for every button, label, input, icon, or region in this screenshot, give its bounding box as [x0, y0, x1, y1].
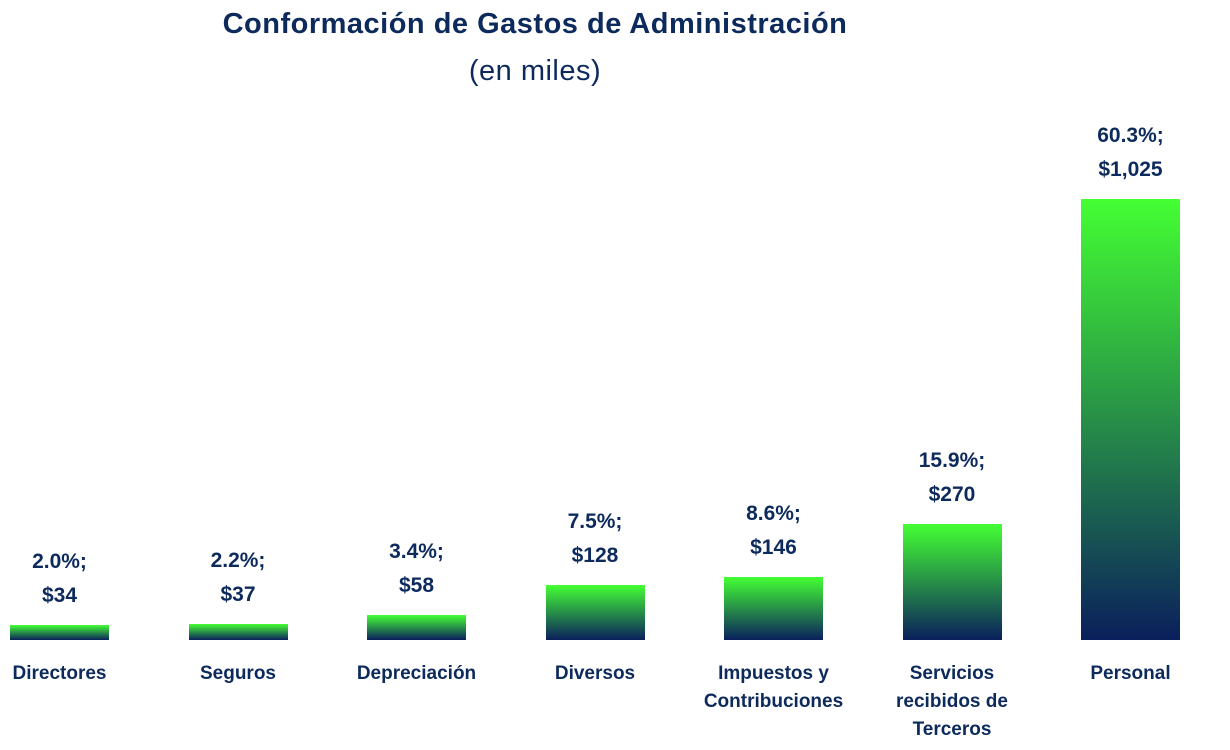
bar [10, 625, 109, 640]
bar [724, 577, 823, 640]
x-tick-label: Servicios recibidos de Terceros [896, 663, 1008, 740]
data-label: 3.4%; $58 [389, 540, 444, 598]
data-label: 8.6%; $146 [746, 502, 801, 560]
bar [1081, 199, 1180, 640]
x-tick-label: Diversos [554, 663, 636, 684]
chart-title: Conformación de Gastos de Administración [222, 8, 848, 40]
bar [367, 615, 466, 640]
bar [188, 624, 288, 640]
x-tick-label: Directores [12, 663, 107, 684]
data-label: 60.3%; $1,025 [1097, 124, 1164, 181]
x-tick-label: Impuestos y Contribuciones [703, 663, 844, 712]
data-label: 15.9%; $270 [918, 448, 986, 506]
x-tick-label: Personal [1090, 663, 1171, 684]
x-tick-label: Depreciación [356, 663, 477, 684]
data-label: 7.5%; $128 [567, 509, 623, 567]
x-tick-label: Seguros [199, 663, 277, 684]
bar [902, 523, 1002, 640]
data-label: 2.0%; $34 [32, 550, 87, 608]
data-label: 2.2%; $37 [210, 549, 266, 607]
bar [545, 584, 645, 640]
chart-subtitle: (en miles) [468, 55, 602, 87]
